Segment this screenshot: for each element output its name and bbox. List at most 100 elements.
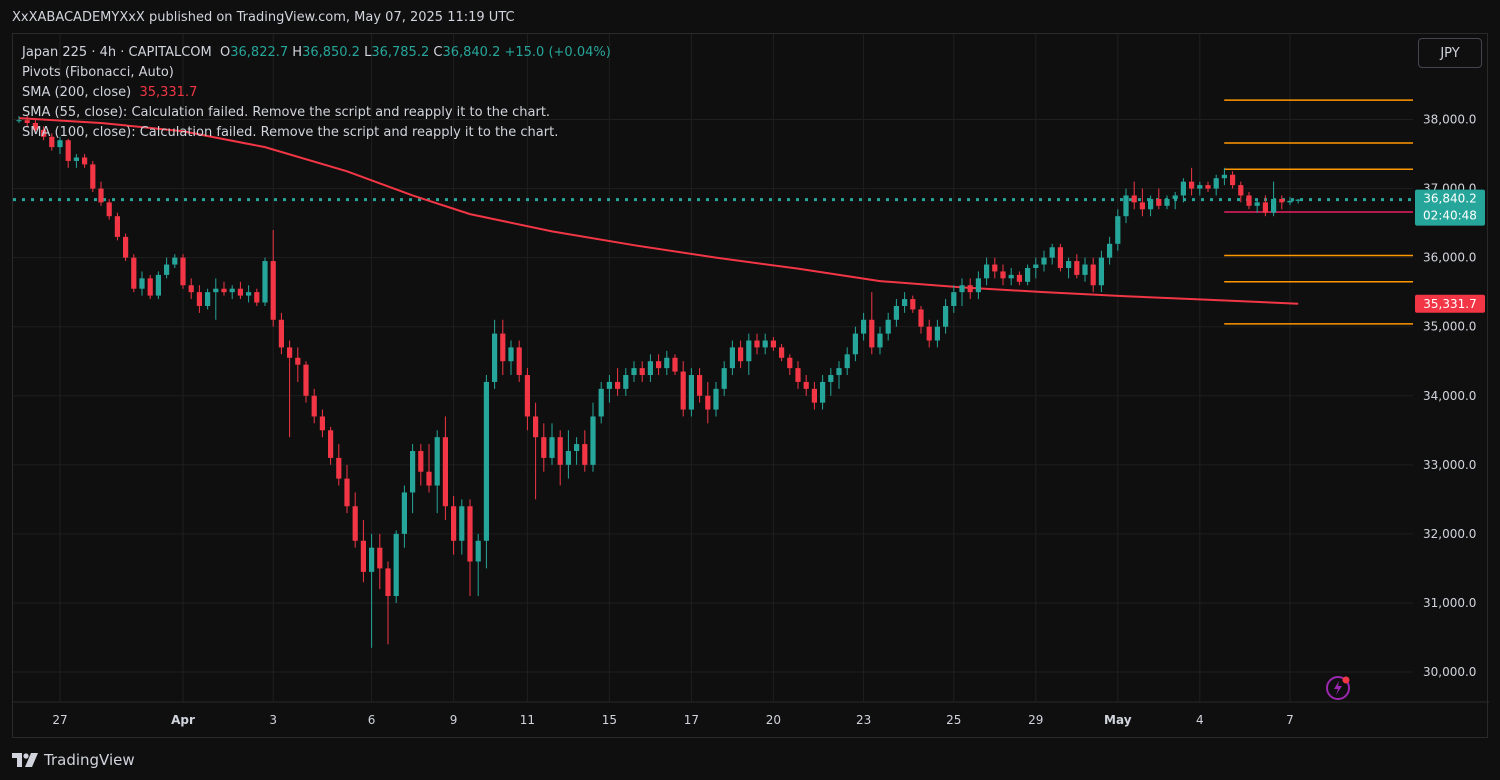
sma100-error-line[interactable]: SMA (100, close): Calculation failed. Re…	[22, 125, 559, 140]
candle-body-up	[688, 375, 694, 410]
current-price-label: 36,840.2	[1423, 192, 1476, 206]
candle-body-down	[131, 257, 137, 289]
candle-body-down	[336, 457, 342, 479]
candle-body-up	[434, 437, 440, 486]
candle-body-up	[155, 274, 161, 296]
sma200-indicator[interactable]: SMA (200, close) 35,331.7	[22, 83, 611, 103]
candle-body-down	[738, 347, 744, 362]
candle-body-up	[1287, 200, 1293, 203]
candle-body-down	[1000, 271, 1006, 279]
candle-body-up	[984, 264, 990, 279]
candle-body-up	[828, 375, 834, 382]
candle-body-down	[1090, 264, 1096, 286]
candle-body-up	[647, 361, 653, 376]
candle-body-down	[344, 478, 350, 507]
candle-body-up	[729, 347, 735, 369]
chart-area[interactable]: 38,000.0 37,000.0 36,000.0 35,000.0 34,000.0…	[12, 33, 1489, 739]
candle-body-up	[369, 547, 375, 572]
x-axis-tick-label: 3	[269, 713, 277, 727]
candle-body-down	[1189, 181, 1195, 189]
candle-body-up	[844, 354, 850, 369]
y-axis-tick-label: 38,000.0	[1423, 113, 1476, 127]
candle-body-down	[557, 437, 563, 465]
currency-button[interactable]: JPY	[1418, 38, 1482, 68]
x-axis-tick-label: 29	[1028, 713, 1043, 727]
lightning-alert-icon[interactable]	[1324, 674, 1352, 702]
candle-body-down	[418, 451, 424, 472]
sma55-error-line[interactable]: SMA (55, close): Calculation failed. Rem…	[22, 105, 551, 120]
x-axis-tick-label: 4	[1196, 713, 1204, 727]
candle-body-up	[631, 368, 637, 376]
candle-body-up	[1098, 257, 1104, 286]
candle-body-up	[1221, 174, 1227, 179]
currency-label: JPY	[1440, 45, 1460, 61]
candle-body-up	[606, 381, 612, 389]
candle-body-down	[278, 319, 284, 348]
candle-body-up	[1082, 264, 1088, 275]
candle-body-up	[483, 381, 489, 541]
candle-body-up	[1164, 198, 1170, 206]
candle-body-down	[803, 381, 809, 389]
candle-body-down	[500, 333, 506, 362]
candle-body-down	[360, 540, 366, 572]
candle-body-up	[1271, 198, 1277, 213]
candle-body-down	[467, 506, 473, 562]
candle-body-down	[180, 257, 186, 286]
candle-body-up	[1025, 267, 1031, 282]
candle-body-down	[992, 264, 998, 272]
candle-body-down	[82, 157, 88, 165]
pivots-indicator-label[interactable]: Pivots (Fibonacci, Auto)	[22, 65, 174, 80]
candle-body-down	[524, 375, 530, 417]
candle-body-down	[1262, 202, 1268, 213]
candle-body-up	[590, 416, 596, 465]
sma200-price-label: 35,331.7	[1423, 297, 1476, 311]
candle-body-down	[147, 278, 153, 296]
sma200-label: SMA (200, close)	[22, 85, 132, 100]
open-label: O	[220, 45, 231, 60]
candle-body-down	[697, 375, 703, 396]
x-axis-tick-label: May	[1104, 713, 1132, 727]
candle-body-up	[1107, 243, 1113, 258]
candle-body-up	[172, 257, 178, 265]
candle-body-down	[188, 285, 194, 293]
candle-body-up	[574, 444, 580, 451]
candle-body-up	[393, 533, 399, 597]
candle-body-down	[656, 361, 662, 369]
candle-body-up	[262, 261, 268, 303]
candle-body-up	[1295, 199, 1301, 201]
candle-body-up	[746, 340, 752, 362]
candle-body-down	[1016, 274, 1022, 282]
candle-body-up	[1180, 181, 1186, 196]
candle-body-down	[615, 381, 621, 389]
candle-body-down	[910, 299, 916, 310]
x-axis-tick-label: 25	[946, 713, 961, 727]
candle-body-up	[943, 305, 949, 327]
candlestick-chart[interactable]: 38,000.037,000.036,000.035,000.034,000.0…	[13, 34, 1489, 739]
candle-body-up	[852, 333, 858, 355]
high-label: H	[292, 45, 303, 60]
candle-body-up	[861, 319, 867, 334]
candle-body-up	[598, 388, 604, 417]
candle-body-up	[459, 506, 465, 541]
bar-countdown-label: 02:40:48	[1423, 209, 1477, 223]
candle-body-down	[582, 444, 588, 465]
candle-body-down	[328, 430, 334, 458]
tradingview-brand[interactable]: TradingView	[12, 749, 135, 771]
candle-body-down	[49, 136, 55, 148]
candle-body-up	[934, 326, 940, 341]
candle-body-up	[205, 292, 211, 306]
sma200-line	[18, 117, 1299, 305]
change-value: +15.0 (+0.04%)	[504, 45, 611, 60]
candle-body-down	[1246, 195, 1252, 206]
candle-body-down	[254, 292, 260, 303]
candle-body-down	[319, 416, 325, 431]
candle-body-up	[762, 340, 768, 348]
symbol-info[interactable]: Japan 225 · 4h · CAPITALCOM	[22, 45, 212, 60]
candle-body-down	[639, 368, 645, 376]
candle-body-down	[65, 140, 71, 161]
candle-body-up	[713, 388, 719, 410]
candle-body-down	[237, 288, 243, 296]
candle-body-down	[754, 340, 760, 348]
candle-body-up	[1213, 178, 1219, 189]
chart-legend: Japan 225 · 4h · CAPITALCOM O36,822.7 H3…	[22, 43, 611, 143]
